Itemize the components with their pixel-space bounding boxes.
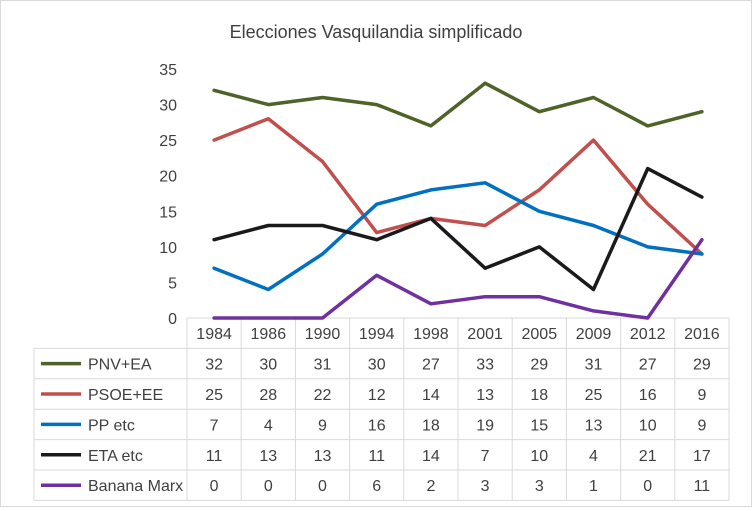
table-cell: 3 — [535, 478, 544, 495]
x-tick-label: 2016 — [684, 326, 720, 343]
table-cell: 25 — [585, 387, 603, 404]
table-cell: 22 — [314, 387, 332, 404]
table-cell: 1 — [589, 478, 598, 495]
series-line — [212, 237, 704, 320]
table-cell: 31 — [585, 357, 603, 374]
table-cell: 11 — [368, 448, 385, 465]
table-cell: 2 — [426, 478, 435, 495]
table-cell: 9 — [318, 417, 327, 434]
table-cell: 0 — [210, 478, 219, 495]
table-cell: 29 — [530, 357, 548, 374]
table-cell: 0 — [264, 478, 273, 495]
table-cell: 27 — [639, 357, 657, 374]
x-tick-label: 1986 — [251, 326, 287, 343]
x-tick-label: 2001 — [467, 326, 503, 343]
x-tick-label: 1994 — [359, 326, 395, 343]
table-cell: 25 — [205, 387, 223, 404]
x-tick-label: 1998 — [413, 326, 449, 343]
table-cell: 32 — [205, 357, 223, 374]
y-tick-label: 30 — [159, 98, 177, 115]
y-tick-label: 35 — [159, 62, 177, 79]
table-cell: 16 — [639, 387, 657, 404]
series-line — [212, 117, 704, 256]
table-cell: 28 — [259, 387, 277, 404]
x-tick-label: 1984 — [196, 326, 232, 343]
table-cell: 18 — [530, 387, 548, 404]
table-cell: 19 — [476, 417, 494, 434]
table-cell: 10 — [639, 417, 657, 434]
table-cell: 4 — [589, 448, 598, 465]
table-cell: 18 — [422, 417, 440, 434]
table-cell: 13 — [585, 417, 603, 434]
table-cell: 30 — [368, 357, 386, 374]
table-cell: 14 — [422, 448, 440, 465]
y-axis: 0 5 10 15 20 25 30 35 — [159, 62, 177, 328]
table-cell: 31 — [314, 357, 332, 374]
legend-label: PSOE+EE — [88, 387, 163, 404]
table-cell: 30 — [259, 357, 277, 374]
table-cell: 7 — [481, 448, 490, 465]
y-tick-label: 0 — [168, 311, 177, 328]
table-cell: 13 — [259, 448, 277, 465]
table-cell: 17 — [693, 448, 711, 465]
table-cell: 4 — [264, 417, 273, 434]
table-cell: 14 — [422, 387, 440, 404]
series-lines — [212, 81, 704, 320]
series-line — [212, 181, 704, 292]
legend-label: PNV+EA — [88, 357, 152, 374]
table-cell: 0 — [643, 478, 652, 495]
table-cell: 9 — [697, 417, 706, 434]
table-cell: 0 — [318, 478, 327, 495]
x-tick-label: 2009 — [576, 326, 612, 343]
table-cell: 7 — [210, 417, 219, 434]
x-tick-label: 2005 — [522, 326, 558, 343]
y-tick-label: 10 — [159, 240, 177, 257]
x-tick-label: 2012 — [630, 326, 666, 343]
table-cell: 3 — [481, 478, 490, 495]
data-table: 1984 1986 1990 1994 1998 2001 2005 2009 2012 2016… — [33, 317, 730, 501]
series-line — [212, 166, 704, 292]
legend-label: Banana Marx — [88, 478, 183, 495]
table-cell: 29 — [693, 357, 711, 374]
x-tick-label: 1990 — [305, 326, 341, 343]
y-tick-label: 15 — [159, 204, 177, 221]
table-cell: 13 — [476, 387, 494, 404]
y-tick-label: 5 — [168, 275, 177, 292]
table-cell: 9 — [697, 387, 706, 404]
legend-label: ETA etc — [88, 448, 143, 465]
table-cell: 11 — [206, 448, 223, 465]
table-cell: 21 — [639, 448, 657, 465]
y-tick-label: 20 — [159, 169, 177, 186]
y-tick-label: 25 — [159, 133, 177, 150]
table-cell: 33 — [476, 357, 494, 374]
table-cell: 15 — [530, 417, 548, 434]
chart-title: Elecciones Vasquilandia simplificado — [230, 22, 523, 42]
table-cell: 11 — [694, 478, 711, 495]
table-cell: 6 — [372, 478, 381, 495]
table-cell: 12 — [368, 387, 386, 404]
table-cell: 27 — [422, 357, 440, 374]
legend-label: PP etc — [88, 417, 135, 434]
table-cell: 16 — [368, 417, 386, 434]
table-cell: 13 — [314, 448, 332, 465]
table-cell: 10 — [530, 448, 548, 465]
series-line — [212, 81, 704, 128]
